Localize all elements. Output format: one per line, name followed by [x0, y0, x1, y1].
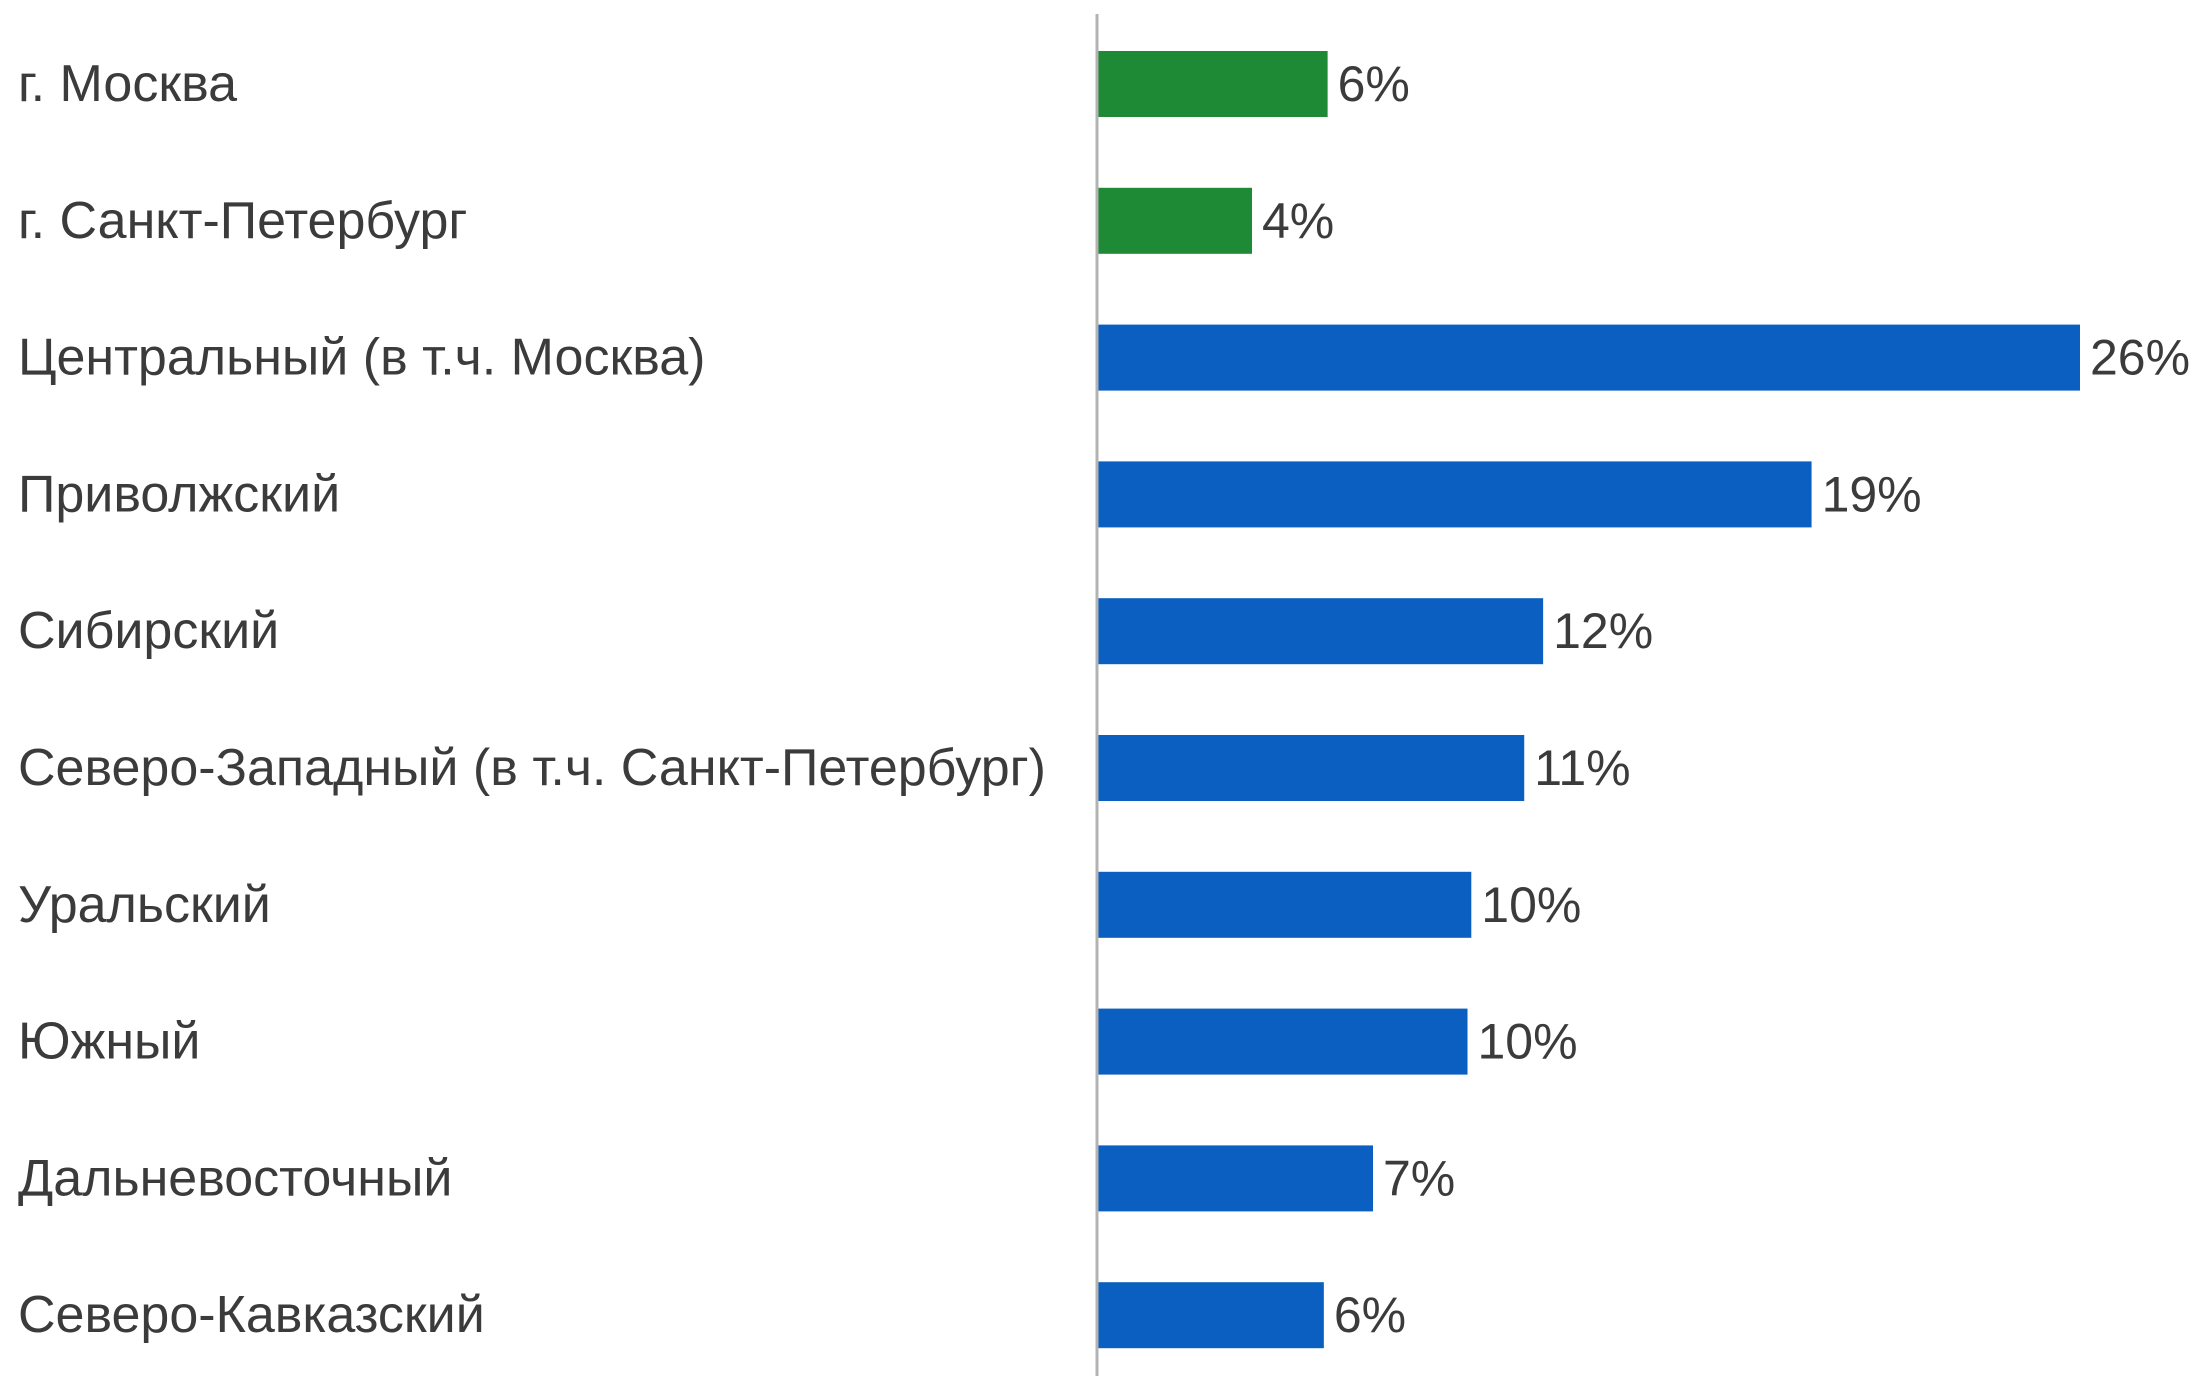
value-label-3: 19%	[1822, 466, 1922, 522]
category-label-2: Центральный (в т.ч. Москва)	[18, 329, 706, 387]
category-label-9: Северо-Кавказский	[18, 1286, 485, 1344]
category-label-0: г. Москва	[18, 55, 237, 113]
category-labels: г. Москва г. Санкт-Петербург Центральный (…	[18, 55, 1046, 1344]
value-label-1: 4%	[1262, 193, 1334, 249]
category-label-4: Сибирский	[18, 602, 279, 660]
value-label-0: 6%	[1338, 56, 1410, 112]
category-label-3: Приволжский	[18, 465, 340, 523]
value-label-9: 6%	[1334, 1287, 1406, 1343]
category-label-1: г. Санкт-Петербург	[18, 192, 467, 250]
value-label-8: 7%	[1383, 1150, 1455, 1206]
bar-4	[1097, 598, 1544, 665]
bar-0	[1097, 51, 1328, 117]
bar-5	[1097, 735, 1525, 801]
bar-7	[1097, 1008, 1468, 1075]
bar-3	[1097, 461, 1812, 528]
value-label-7: 10%	[1478, 1014, 1578, 1070]
value-label-4: 12%	[1553, 603, 1653, 659]
bar-6	[1097, 871, 1472, 938]
bar-1	[1097, 187, 1253, 254]
bars-layer	[1097, 51, 2080, 1349]
value-labels: 6% 4% 26% 19% 12% 11% 10% 10% 7% 6%	[1262, 56, 2190, 1343]
value-label-2: 26%	[2090, 330, 2190, 386]
bar-2	[1097, 324, 2080, 391]
bar-9	[1097, 1282, 1324, 1349]
value-label-5: 11%	[1534, 740, 1630, 796]
category-label-6: Уральский	[18, 876, 271, 934]
category-label-5: Северо-Западный (в т.ч. Санкт-Петербург)	[18, 739, 1046, 797]
category-label-7: Южный	[18, 1013, 200, 1071]
bar-8	[1097, 1145, 1373, 1212]
value-label-6: 10%	[1481, 877, 1581, 933]
category-label-8: Дальневосточный	[18, 1149, 452, 1207]
